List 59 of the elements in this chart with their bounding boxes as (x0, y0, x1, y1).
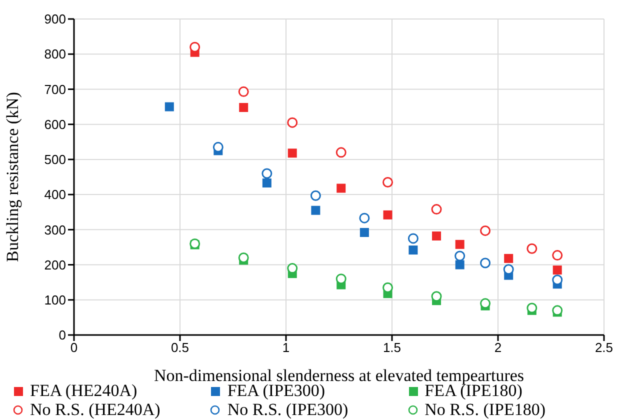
point (432, 231, 442, 240)
point (526, 302, 538, 314)
y-tick-label: 500 (44, 152, 66, 168)
point (212, 142, 224, 152)
point (552, 305, 563, 316)
point (552, 266, 562, 275)
x-tick-label: 2.5 (594, 340, 614, 356)
y-tick-label: 700 (44, 82, 66, 97)
point (190, 42, 200, 52)
point (431, 291, 442, 302)
point (336, 274, 346, 284)
point (239, 102, 248, 112)
point (383, 210, 392, 220)
y-tick-label: 600 (44, 116, 66, 132)
y-tick-label: 200 (44, 257, 66, 272)
x-tick-label: 2 (494, 340, 502, 356)
point (526, 243, 538, 254)
y-tick-label: 0 (58, 328, 66, 343)
y-tick-label: 400 (44, 187, 66, 202)
y-tick-label: 800 (44, 46, 66, 62)
point (454, 250, 466, 262)
point (504, 254, 514, 263)
point (164, 102, 174, 112)
x-tick-label: 0 (70, 340, 78, 356)
x-tick-label: 1 (282, 340, 290, 356)
y-axis-title: Buckling resistance (kN) (3, 92, 22, 262)
point (360, 228, 369, 237)
point (408, 233, 418, 244)
point (359, 212, 370, 224)
point (311, 206, 320, 215)
point (262, 178, 272, 188)
point (480, 298, 491, 309)
point (336, 184, 346, 193)
legend-label: No R.S. (HE240A) (30, 400, 160, 419)
point (262, 168, 272, 179)
point (408, 246, 418, 255)
point (336, 147, 346, 158)
point (552, 274, 563, 286)
point (382, 177, 394, 188)
point (238, 86, 249, 97)
y-tick-label: 900 (44, 12, 66, 27)
legend-label: No R.S. (IPE180) (424, 400, 546, 419)
point (552, 250, 563, 261)
legend-label: No R.S. (IPE300) (227, 400, 348, 419)
point (455, 260, 464, 270)
x-tick-label: 0.5 (170, 340, 190, 356)
point (310, 190, 321, 201)
point (455, 240, 464, 249)
point (431, 204, 442, 215)
point (287, 117, 298, 128)
point (480, 225, 491, 236)
x-tick-label: 1.5 (382, 340, 402, 356)
y-tick-label: 300 (44, 222, 66, 238)
y-tick-label: 100 (44, 292, 66, 308)
point (480, 258, 491, 268)
point (288, 148, 297, 158)
legend-label: FEA (HE240A) (30, 381, 138, 400)
point (382, 282, 394, 293)
point (503, 264, 514, 275)
